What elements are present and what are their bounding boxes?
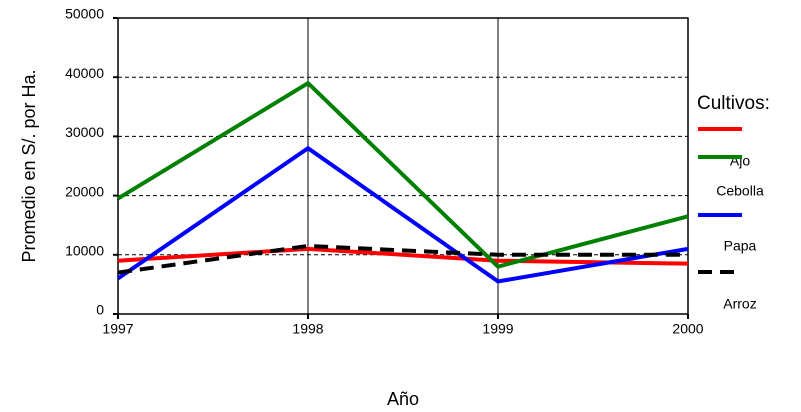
y-tick-label: 40000 xyxy=(65,65,104,81)
x-tick-label: 1997 xyxy=(102,321,133,337)
series-line xyxy=(116,145,689,284)
series-line xyxy=(117,243,688,275)
y-tick-label: 30000 xyxy=(65,124,104,140)
legend-title: Cultivos: xyxy=(697,93,770,114)
y-tick-label: 50000 xyxy=(65,6,104,22)
series-line xyxy=(116,80,689,269)
y-axis-label: Promedio en S/. por Ha. xyxy=(19,69,39,262)
legend-label: Arroz xyxy=(723,296,756,312)
x-tick-label: 1998 xyxy=(292,321,323,337)
legend-label: Cebolla xyxy=(716,183,764,199)
y-tick-label: 10000 xyxy=(65,243,104,259)
y-tick-label: 20000 xyxy=(65,183,104,199)
x-tick-label: 2000 xyxy=(672,321,703,337)
series-line xyxy=(117,246,689,266)
x-axis-label: Año xyxy=(387,389,419,409)
plot-frame xyxy=(117,17,689,315)
x-tick-label: 1999 xyxy=(482,321,513,337)
y-tick-label: 0 xyxy=(96,302,104,318)
legend-label: Papa xyxy=(724,238,757,254)
